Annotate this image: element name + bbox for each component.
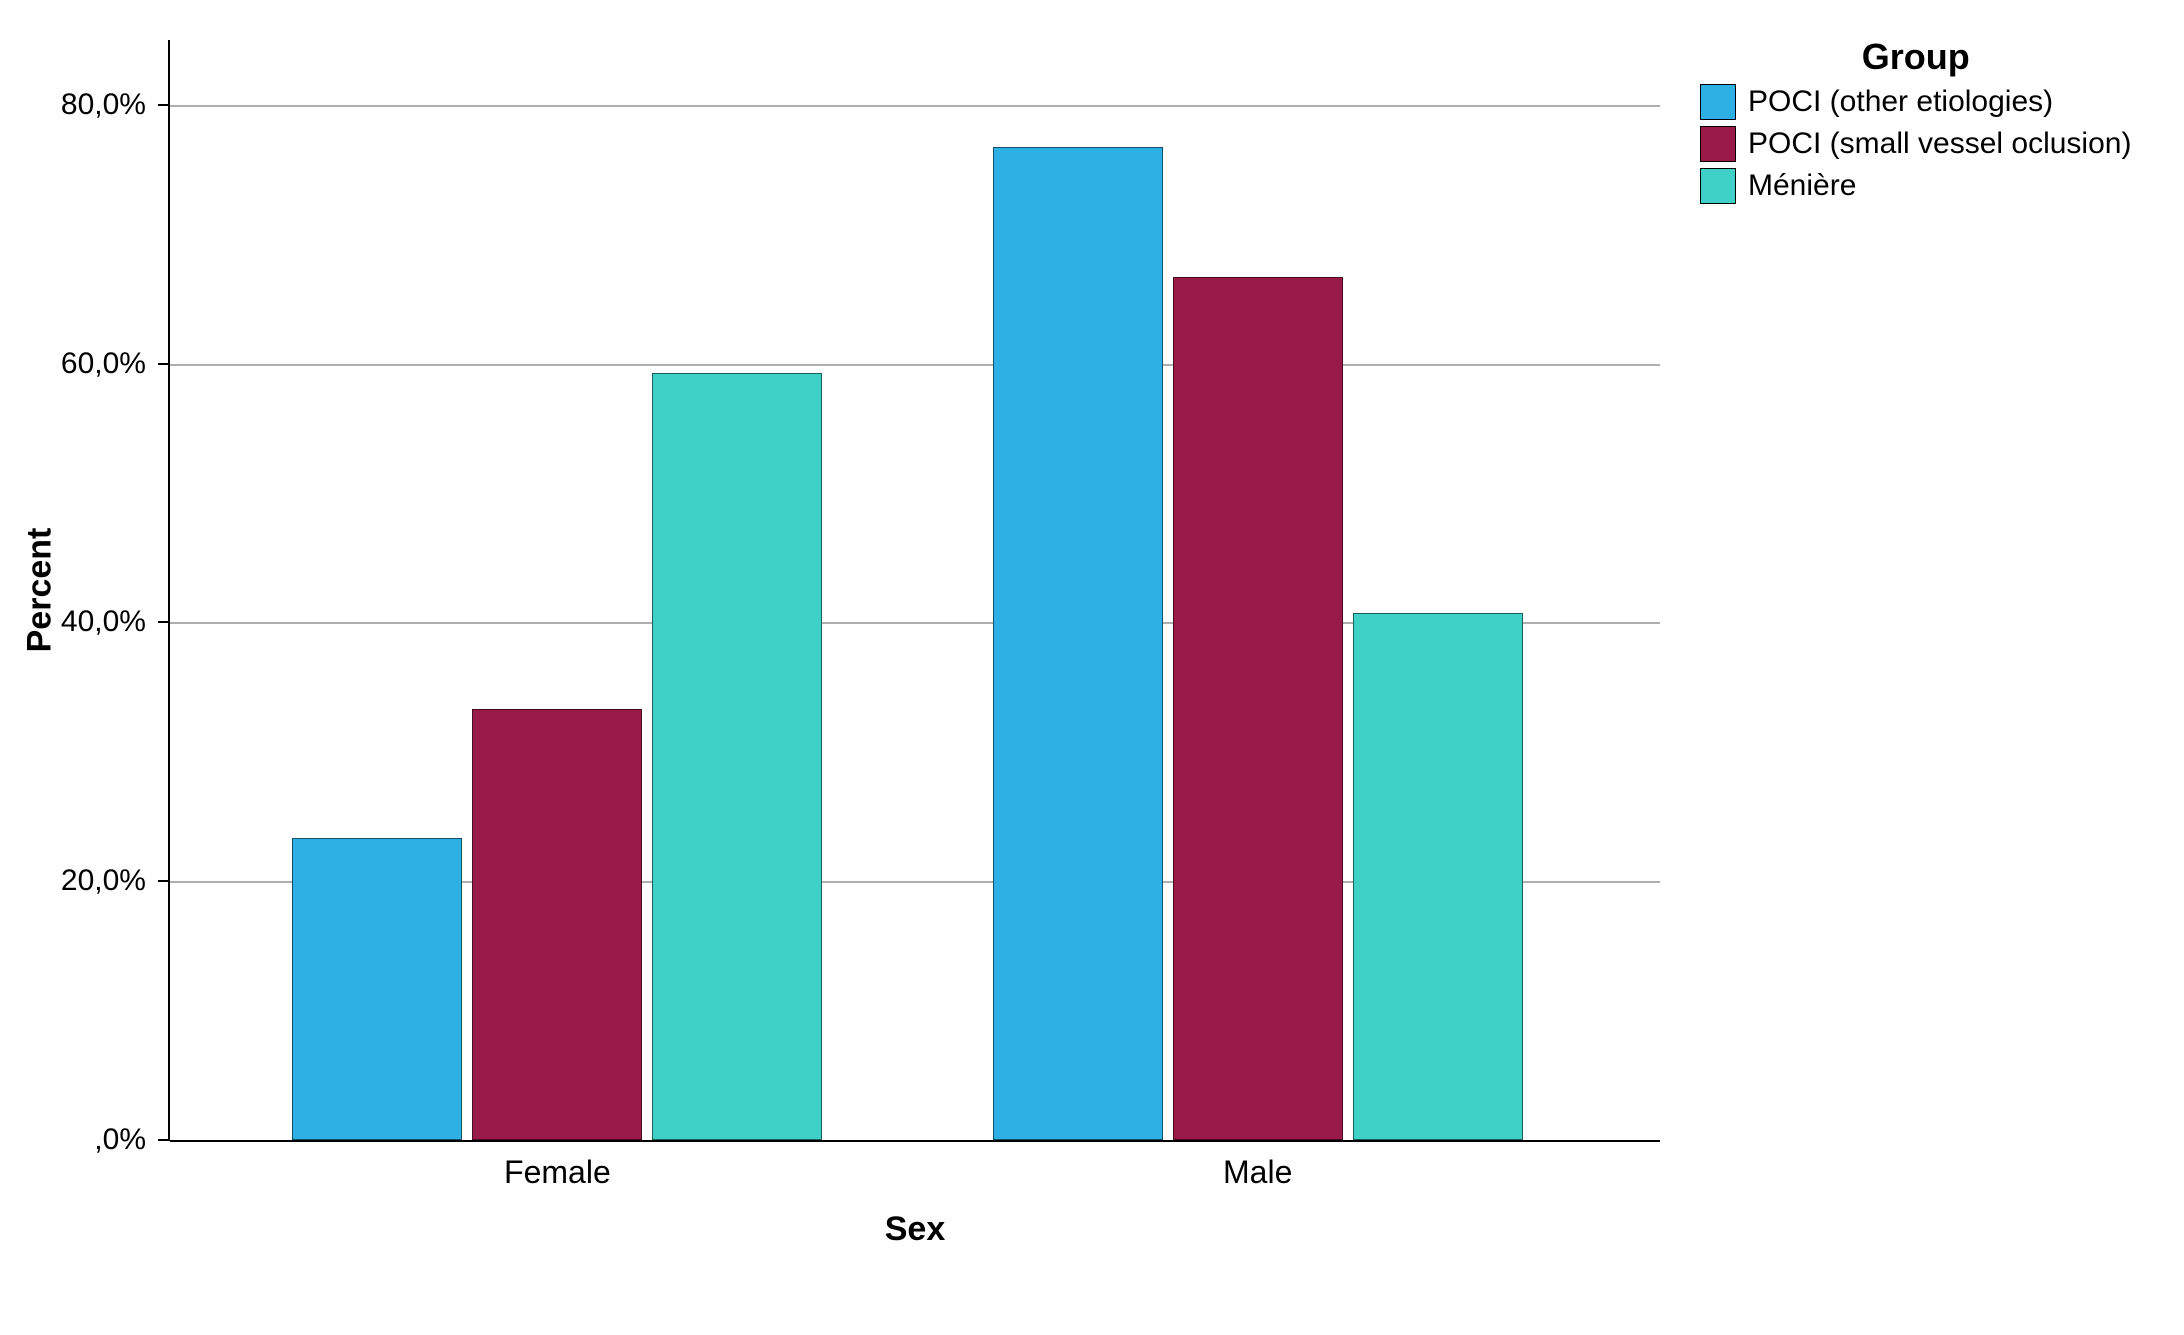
legend-item: POCI (other etiologies) bbox=[1700, 84, 2131, 120]
legend-label: POCI (small vessel oclusion) bbox=[1748, 127, 2131, 161]
legend-item: POCI (small vessel oclusion) bbox=[1700, 126, 2131, 162]
bar bbox=[652, 373, 822, 1140]
x-tick-label: Female bbox=[504, 1154, 611, 1191]
plot-area bbox=[170, 40, 1660, 1140]
legend: Group POCI (other etiologies) POCI (small… bbox=[1700, 36, 2131, 204]
y-tick-mark bbox=[158, 363, 170, 365]
gridline bbox=[170, 105, 1660, 107]
bar bbox=[1353, 613, 1523, 1140]
bar bbox=[472, 709, 642, 1140]
y-axis-line bbox=[168, 40, 170, 1140]
y-tick-mark bbox=[158, 880, 170, 882]
bar bbox=[292, 838, 462, 1140]
y-tick-label: 20,0% bbox=[0, 864, 146, 898]
y-tick-mark bbox=[158, 1139, 170, 1141]
y-tick-label: ,0% bbox=[0, 1123, 146, 1157]
legend-title: Group bbox=[1700, 36, 2131, 78]
y-tick-label: 80,0% bbox=[0, 88, 146, 122]
y-tick-label: 60,0% bbox=[0, 347, 146, 381]
legend-label: POCI (other etiologies) bbox=[1748, 85, 2053, 119]
chart-canvas: Percent Sex Group POCI (other etiologies… bbox=[0, 0, 2184, 1335]
legend-item: Ménière bbox=[1700, 168, 2131, 204]
x-tick-label: Male bbox=[1223, 1154, 1292, 1191]
y-tick-mark bbox=[158, 104, 170, 106]
gridline bbox=[170, 364, 1660, 366]
legend-swatch bbox=[1700, 126, 1736, 162]
x-axis-label: Sex bbox=[885, 1210, 946, 1249]
bar bbox=[1173, 277, 1343, 1140]
legend-swatch bbox=[1700, 168, 1736, 204]
legend-label: Ménière bbox=[1748, 169, 1856, 203]
x-axis-line bbox=[170, 1140, 1660, 1142]
y-tick-label: 40,0% bbox=[0, 605, 146, 639]
y-tick-mark bbox=[158, 621, 170, 623]
bar bbox=[993, 147, 1163, 1140]
legend-swatch bbox=[1700, 84, 1736, 120]
